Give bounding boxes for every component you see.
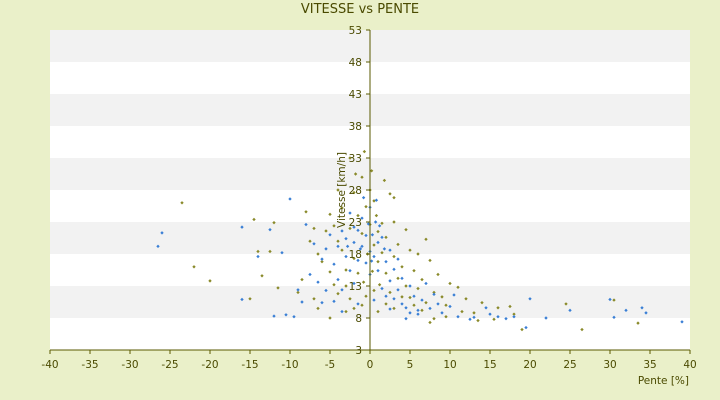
data-point — [624, 308, 628, 313]
data-point — [640, 306, 644, 310]
x-tick-label: -15 — [241, 359, 258, 371]
x-tick-label: 10 — [443, 359, 456, 371]
data-point — [512, 312, 516, 316]
data-point — [358, 247, 363, 251]
data-point — [366, 222, 371, 226]
data-point — [370, 233, 375, 237]
x-axis-label: Pente [%] — [638, 375, 689, 387]
x-tick-label: 0 — [367, 359, 374, 371]
x-tick-label: 20 — [523, 359, 536, 371]
data-point — [192, 265, 196, 269]
y-tick-label: 23 — [349, 217, 362, 229]
y-axis-label: Vitesse [km/h] — [336, 152, 348, 228]
chart-title: VITESSE vs PENTE — [300, 2, 420, 17]
data-point — [374, 198, 379, 202]
data-point — [240, 297, 244, 302]
x-tick-label: -30 — [121, 359, 138, 371]
data-point — [256, 254, 260, 259]
data-point — [240, 225, 244, 229]
data-point — [382, 247, 387, 251]
data-point — [252, 217, 256, 222]
y-tick-label: 8 — [355, 313, 362, 325]
x-tick-label: -25 — [161, 359, 178, 371]
x-tick-label: -35 — [81, 359, 98, 371]
y-tick-label: 48 — [349, 57, 362, 69]
data-point — [608, 297, 612, 302]
y-tick-label: 43 — [349, 89, 362, 101]
data-point — [564, 302, 568, 306]
y-tick-label: 18 — [349, 249, 362, 261]
x-tick-label: 35 — [643, 359, 656, 371]
data-point — [248, 297, 252, 301]
y-tick-label: 28 — [349, 185, 362, 197]
x-tick-label: 30 — [603, 359, 616, 371]
y-tick-label: 53 — [349, 25, 362, 37]
x-tick-label: -5 — [325, 359, 335, 371]
x-tick-label: -10 — [281, 359, 298, 371]
y-tick-label: 3 — [355, 345, 362, 357]
data-point — [180, 201, 184, 205]
x-tick-label: 15 — [483, 359, 496, 371]
data-point — [568, 308, 572, 313]
data-point — [372, 254, 376, 259]
data-point — [524, 325, 528, 330]
y-tick-label: 38 — [349, 121, 362, 133]
axes — [49, 29, 691, 354]
data-point — [512, 315, 516, 319]
y-tick-label: 13 — [349, 281, 362, 293]
x-tick-label: 5 — [407, 359, 414, 371]
data-point — [374, 213, 379, 218]
x-tick-labels: -40 -35 -30 -25 -20 -15 -10 -5 0 5 10 15 20 25 30 35 40 — [41, 359, 696, 371]
y-tick-label: 33 — [349, 153, 362, 165]
data-point — [344, 254, 348, 259]
x-tick-label: 25 — [563, 359, 576, 371]
data-point — [392, 254, 396, 259]
x-tick-label: -20 — [201, 359, 218, 371]
data-point — [208, 279, 212, 283]
x-tick-label: -40 — [41, 359, 58, 371]
data-point — [544, 316, 548, 320]
data-point — [382, 178, 387, 183]
x-tick-label: 40 — [683, 359, 696, 371]
data-point — [644, 311, 648, 315]
data-point — [362, 149, 367, 154]
